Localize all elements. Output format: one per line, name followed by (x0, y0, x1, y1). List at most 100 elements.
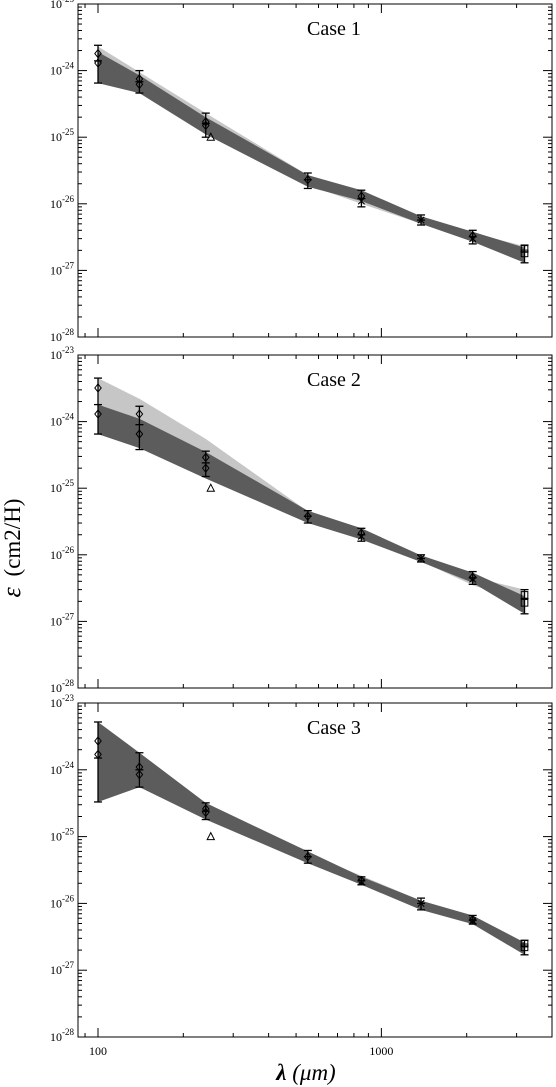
y-tick-label-base: 10 (50, 0, 62, 11)
x-axis-unit: (μm) (292, 1060, 335, 1085)
y-tick-label: 10-28 (50, 678, 74, 695)
y-tick-label-exponent: -23 (62, 0, 74, 4)
y-tick-label: 10-25 (50, 478, 74, 495)
y-tick-label-exponent: -25 (62, 478, 74, 488)
error-bar (94, 44, 103, 84)
cross-stroke (417, 554, 425, 563)
data-point-diamond (94, 48, 102, 59)
data-point-diamond (468, 231, 477, 241)
panel-plot-area (94, 721, 529, 956)
ticks (78, 3, 553, 338)
cross-stroke (417, 216, 425, 224)
y-axis-unit: (cm2/H) (0, 499, 25, 577)
y-tick-label-exponent: -25 (62, 127, 74, 137)
data-point-cross (469, 575, 477, 583)
y-tick-label-base: 10 (50, 896, 62, 910)
y-tick-label: 10-27 (50, 260, 74, 277)
data-point-diamond (94, 409, 102, 419)
y-tick-label: 10-25 (50, 127, 74, 144)
data-point-diamond (201, 463, 210, 473)
y-tick-label: 10-24 (50, 412, 74, 429)
y-tick-label: 10-27 (50, 611, 74, 628)
y-tick-label-base: 10 (50, 415, 62, 429)
data-point-diamond (94, 58, 102, 68)
y-tick-label-exponent: -28 (62, 327, 74, 337)
y-tick-label-exponent: -27 (62, 260, 74, 270)
data-point-triangle (206, 483, 216, 492)
data-point-diamond (94, 749, 102, 760)
data-point-diamond (201, 804, 210, 814)
data-point-diamond (135, 409, 144, 419)
y-tick-label-base: 10 (50, 614, 62, 628)
y-tick-label-exponent: -23 (62, 693, 74, 703)
y-tick-label-base: 10 (50, 548, 62, 562)
cross-stroke (469, 575, 477, 583)
cross-stroke (357, 197, 365, 205)
y-tick-label: 10-23 (50, 345, 74, 362)
model-band-light (98, 46, 525, 259)
y-tick-label: 10-27 (50, 960, 74, 977)
data-point-cross (357, 878, 365, 886)
y-tick-label: 10-26 (50, 545, 74, 562)
y-tick-label-exponent: -26 (62, 194, 74, 204)
y-tick-label-base: 10 (50, 830, 62, 844)
panel-frame (77, 702, 553, 1038)
data-point-diamond (135, 769, 144, 780)
panel-title: Case 3 (307, 717, 361, 739)
y-tick-label-exponent: -26 (62, 893, 74, 903)
y-tick-label-base: 10 (50, 1030, 62, 1044)
data-point-triangle (206, 831, 216, 841)
y-tick-label-exponent: -26 (62, 545, 74, 555)
error-bar (135, 405, 144, 451)
y-tick-label-base: 10 (50, 696, 62, 710)
data-point-diamond (201, 807, 210, 818)
y-tick-label: 10-28 (50, 327, 74, 344)
panel-frame (77, 3, 553, 338)
data-point-diamond (303, 174, 312, 185)
data-point-cross (417, 899, 425, 907)
y-tick-label-base: 10 (50, 763, 62, 777)
x-tick-label: 1000 (369, 1044, 393, 1058)
data-point-cross (469, 917, 477, 925)
panel-frame (77, 354, 553, 689)
model-band-dark (98, 404, 525, 614)
data-point-diamond (357, 191, 366, 202)
y-tick-label-base: 10 (50, 963, 62, 977)
y-tick-label-base: 10 (50, 481, 62, 495)
y-tick-label-exponent: -24 (62, 760, 74, 770)
y-tick-label-exponent: -27 (62, 611, 74, 621)
panel-title: Case 2 (307, 369, 361, 391)
y-tick-label-exponent: -24 (62, 412, 74, 422)
y-tick-label-base: 10 (50, 197, 62, 211)
data-point-diamond (135, 79, 144, 90)
y-axis-symbol: ε (0, 586, 26, 597)
data-point-triangle (206, 132, 216, 141)
y-tick-label-exponent: -23 (62, 345, 74, 355)
y-tick-label: 10-23 (50, 693, 74, 710)
data-point-diamond (135, 429, 144, 439)
data-point-cross (417, 554, 425, 563)
y-tick-label: 10-24 (50, 760, 74, 777)
cross-stroke (469, 917, 477, 925)
ticks (78, 702, 553, 1038)
data-point-diamond (468, 572, 477, 583)
y-tick-label-base: 10 (50, 130, 62, 144)
data-point-diamond (135, 74, 144, 84)
y-tick-label: 10-26 (50, 893, 74, 910)
model-band-dark (98, 722, 525, 955)
y-tick-label-base: 10 (50, 330, 62, 344)
y-tick-label: 10-24 (50, 61, 74, 78)
error-bar (94, 377, 103, 435)
y-tick-label-base: 10 (50, 263, 62, 277)
data-point-diamond (94, 736, 102, 746)
y-axis-title: ε (cm2/H) (0, 499, 26, 598)
y-tick-label-exponent: -28 (62, 678, 74, 688)
data-point-diamond (94, 383, 102, 393)
y-tick-label-base: 10 (50, 64, 62, 78)
y-tick-label: 10-26 (50, 194, 74, 211)
